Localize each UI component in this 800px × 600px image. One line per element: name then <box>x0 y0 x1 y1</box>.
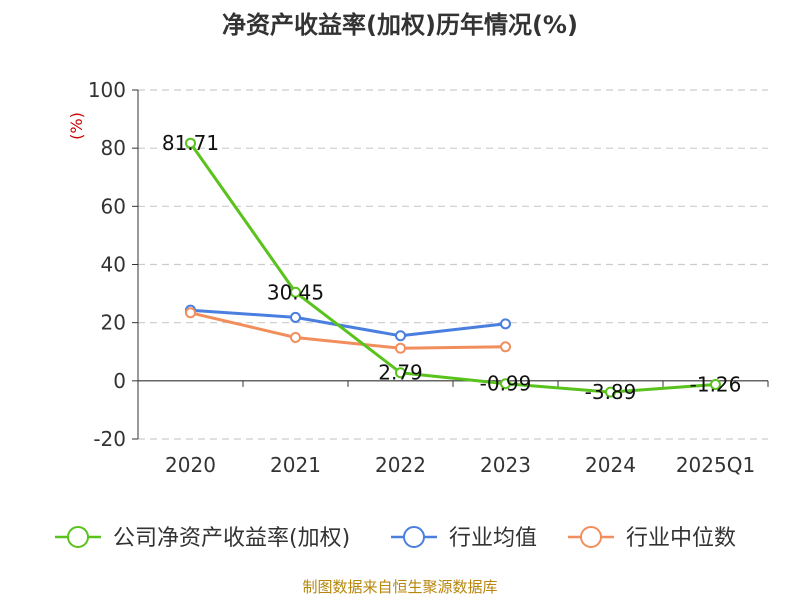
data-labels: 81.71 30.45 2.79 -0.99 -3.89 -1.26 <box>162 131 742 404</box>
data-label: 30.45 <box>267 280 324 304</box>
legend-marker <box>67 526 89 548</box>
y-tick-label: 40 <box>101 253 126 277</box>
series-line <box>190 308 506 338</box>
legend: 公司净资产收益率(加权) 行业均值 行业中位数 <box>55 526 736 551</box>
data-point <box>500 378 511 390</box>
series-line <box>190 311 506 350</box>
chart-title: 净资产收益率(加权)历年情况(%) <box>222 11 578 39</box>
data-point <box>185 307 196 319</box>
legend-marker <box>580 526 602 548</box>
y-axis-unit-label: (%) <box>67 112 86 140</box>
data-point <box>395 342 406 354</box>
data-point <box>290 331 301 343</box>
data-point <box>395 330 406 342</box>
y-tick-label: -20 <box>93 427 126 451</box>
series-line <box>189 142 716 394</box>
data-label: -3.89 <box>585 380 637 404</box>
x-tick-label: 2023 <box>480 453 531 477</box>
data-label: -1.26 <box>690 372 742 396</box>
data-point <box>395 367 406 379</box>
y-tick-label: 0 <box>113 369 126 393</box>
y-tick-label: 100 <box>88 78 126 102</box>
x-tick-label: 2024 <box>585 453 636 477</box>
data-label: 81.71 <box>162 131 219 155</box>
axes: 100 80 60 40 20 0 -20 2020 2021 2022 2023 2024 2025Q… <box>88 78 769 477</box>
data-point <box>710 378 721 390</box>
data-point <box>290 286 301 298</box>
legend-marker <box>403 526 425 548</box>
x-tick-label: 2025Q1 <box>676 453 755 477</box>
data-label: 2.79 <box>378 361 423 385</box>
legend-label: 公司净资产收益率(加权) <box>113 526 350 551</box>
source-note: 制图数据来自恒生聚源数据库 <box>302 578 497 596</box>
x-tick-label: 2021 <box>270 453 321 477</box>
data-point <box>500 341 511 353</box>
x-tick-label: 2022 <box>375 453 426 477</box>
x-tick-label: 2020 <box>165 453 216 477</box>
y-tick-label: 80 <box>101 136 126 160</box>
legend-label: 行业中位数 <box>626 526 736 551</box>
y-tick-label: 20 <box>101 311 126 335</box>
data-label: -0.99 <box>480 372 532 396</box>
data-point <box>185 137 196 149</box>
y-tick-label: 60 <box>101 194 126 218</box>
legend-label: 行业均值 <box>449 526 537 551</box>
data-point <box>605 386 616 398</box>
gridlines <box>138 89 768 440</box>
series-group <box>185 137 721 398</box>
data-point <box>500 318 511 330</box>
data-point <box>290 311 301 323</box>
